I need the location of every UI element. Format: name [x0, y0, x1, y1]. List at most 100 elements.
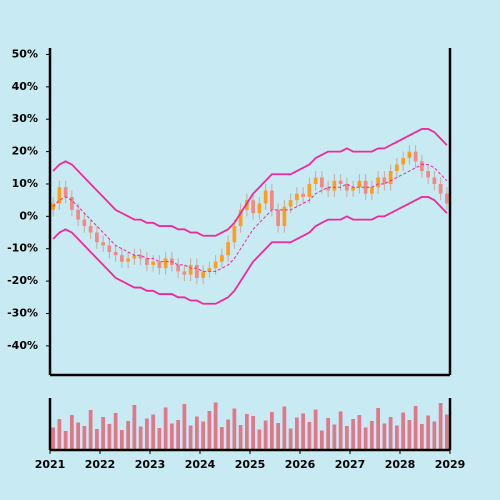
candle	[138, 248, 143, 265]
candle	[126, 251, 130, 269]
candle	[445, 187, 449, 210]
candle	[182, 264, 187, 282]
volume-bar	[376, 408, 380, 450]
candle-body	[151, 261, 155, 265]
candle-body	[82, 219, 87, 227]
y-tick-label: -10%	[7, 242, 38, 255]
candle	[82, 213, 87, 233]
candle-body	[195, 264, 199, 278]
candle	[157, 255, 162, 275]
volume-bar	[107, 424, 112, 450]
volume-bar	[413, 406, 418, 450]
candle-body	[270, 190, 274, 210]
y-tick-label: -20%	[7, 274, 38, 287]
candle-body	[370, 187, 374, 194]
candle-body	[301, 193, 305, 197]
candle	[257, 196, 262, 220]
candle	[388, 164, 393, 191]
x-tick-label: 2026	[285, 458, 316, 471]
volume-bar	[51, 427, 55, 450]
volume-bar	[207, 411, 212, 450]
candle-body	[176, 264, 180, 272]
candle-body	[338, 180, 343, 184]
candle	[176, 258, 180, 278]
y-tick-label: -30%	[7, 306, 38, 319]
candle-body	[307, 183, 312, 197]
candle	[313, 171, 318, 191]
candle-body	[57, 187, 62, 204]
candle	[70, 190, 74, 217]
volume-bar	[438, 403, 443, 450]
candle-body	[295, 193, 299, 201]
volume-bar	[257, 429, 262, 450]
x-tick-label: 2021	[35, 458, 66, 471]
x-tick-label: 2022	[85, 458, 116, 471]
volume-bar	[195, 416, 199, 450]
candle	[220, 248, 224, 269]
candle	[332, 174, 337, 197]
candle-body	[263, 190, 268, 204]
candle-body	[401, 158, 405, 165]
candle-body	[220, 255, 224, 262]
volume-bar	[88, 410, 93, 450]
candle	[401, 151, 405, 172]
candle	[63, 180, 68, 204]
volume-bar	[282, 406, 287, 450]
candle-body	[438, 183, 443, 194]
volume-bar	[351, 419, 355, 450]
candle-body	[420, 161, 424, 172]
candle	[95, 226, 99, 249]
candle	[207, 261, 212, 278]
volume-bar	[357, 415, 362, 450]
volume-bar	[426, 415, 430, 450]
candle	[270, 183, 274, 217]
volume-bar	[132, 405, 137, 450]
candle-body	[413, 151, 418, 162]
volume-bar	[163, 407, 168, 450]
volume-bar	[276, 423, 280, 450]
candle	[88, 219, 93, 240]
candle	[57, 180, 62, 210]
candle-body	[238, 209, 243, 227]
volume-bar	[395, 425, 399, 450]
candle-body	[432, 177, 437, 184]
candle-body	[363, 180, 368, 194]
candle-body	[326, 187, 330, 191]
candle-body	[232, 226, 237, 243]
volume-bar	[388, 417, 393, 450]
volume-bar	[238, 425, 243, 450]
candle	[326, 180, 330, 197]
candle	[345, 177, 349, 197]
volume-bar	[176, 420, 180, 450]
candle-body	[138, 255, 143, 259]
band-lower	[52, 196, 448, 305]
y-tick-label: 50%	[12, 47, 38, 60]
volume-bar	[213, 402, 218, 450]
volume-bar	[138, 426, 143, 450]
candle-body	[276, 209, 280, 227]
volume-bar	[95, 429, 99, 450]
volume-bar	[326, 418, 330, 450]
volume-bar	[432, 421, 437, 450]
candle-body	[207, 268, 212, 272]
x-tick-label: 2024	[185, 458, 216, 471]
candle-body	[132, 255, 137, 259]
volume-bar	[445, 414, 449, 450]
candle	[226, 235, 230, 262]
volume-bar	[57, 419, 62, 450]
volume-bar	[295, 417, 299, 450]
candle-body	[376, 177, 380, 188]
candle	[107, 239, 112, 259]
candle-body	[201, 271, 205, 278]
candle	[370, 180, 374, 201]
candle-body	[257, 203, 262, 214]
candle	[351, 180, 355, 197]
candle-body	[107, 245, 112, 252]
volume-bar	[70, 415, 74, 450]
volume-bar	[201, 421, 205, 450]
volume-bar	[63, 431, 68, 450]
candle-body	[351, 187, 355, 191]
candle-body	[182, 271, 187, 275]
candle	[320, 171, 324, 194]
candle-body	[76, 209, 80, 220]
